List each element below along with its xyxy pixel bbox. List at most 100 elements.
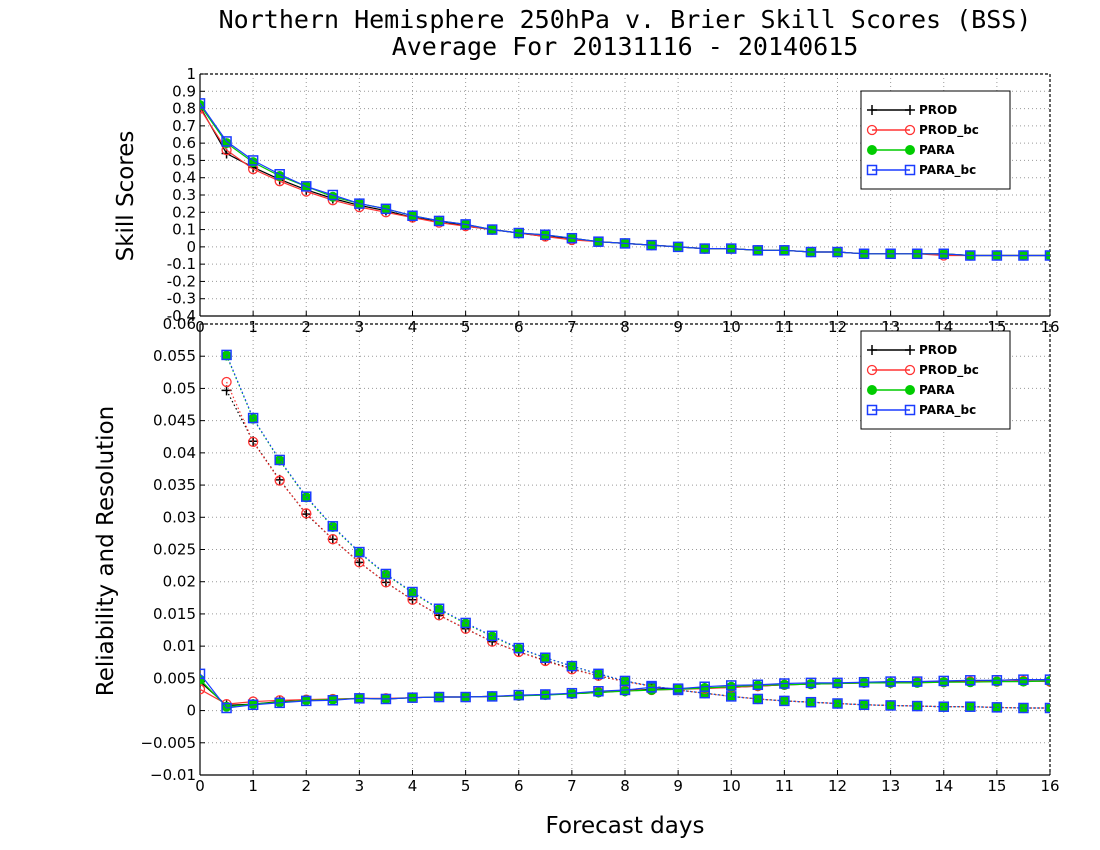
x-tick-label: 4: [408, 777, 418, 795]
y-tick-label: 0.03: [163, 508, 196, 526]
series-para-bc: [200, 98, 1050, 261]
plot-area: [200, 98, 1050, 261]
x-tick-label: 14: [934, 777, 953, 795]
y-tick-label: 0.035: [153, 476, 196, 494]
data-point-22: [779, 678, 790, 689]
y-tick-label: -0.1: [167, 255, 196, 273]
x-tick-label: 11: [775, 777, 794, 795]
series-line: [226, 381, 1050, 709]
series-prod-resolution: [221, 385, 1050, 713]
x-tick-label: 13: [881, 777, 900, 795]
data-point-18: [672, 241, 684, 253]
y-tick-label: 0.055: [153, 347, 196, 365]
data-point-25: [858, 676, 870, 688]
data-point-6: [354, 557, 365, 568]
data-point-32: [1044, 250, 1050, 261]
x-tick-label: 5: [461, 777, 471, 795]
data-point-12: [513, 227, 524, 239]
series-line: [200, 673, 1050, 709]
skill-scores-y-axis-label: Skill Scores: [113, 131, 139, 262]
data-point-15: [593, 236, 604, 247]
data-point-27: [911, 700, 923, 712]
x-axis-label: Forecast days: [546, 813, 705, 839]
data-point-31: [1018, 250, 1029, 261]
y-tick-label: 0: [186, 702, 196, 720]
data-point-21: [752, 245, 764, 256]
data-point-9: [433, 215, 445, 227]
y-tick-label: 1: [186, 65, 196, 83]
data-point-11: [486, 630, 498, 642]
series-line: [200, 103, 1050, 257]
x-tick-label: 10: [722, 318, 741, 336]
data-point-15: [593, 685, 604, 697]
skill-scores-panel: 012345678910111213141516-0.4-0.3-0.2-0.1…: [167, 65, 1060, 336]
legend: PROD PROD_bc PARA PARA_bc: [860, 90, 1011, 190]
plot-area: [200, 349, 1050, 714]
data-point-5: [327, 521, 339, 532]
y-tick-label: -0.2: [167, 272, 196, 290]
data-point-11: [486, 691, 498, 702]
data-point-30: [991, 702, 1003, 713]
data-point-14: [566, 661, 577, 672]
data-point-10: [460, 691, 471, 703]
y-tick-label: -0.4: [167, 307, 196, 325]
data-point-12: [513, 642, 524, 654]
data-point-2: [247, 436, 259, 448]
data-point-12: [513, 689, 524, 701]
y-tick-label: 0.025: [153, 541, 196, 559]
data-point-25: [858, 248, 870, 260]
legend-item-para: PARA: [867, 383, 955, 397]
y-tick-label: −0.005: [140, 734, 196, 752]
data-point-30: [991, 675, 1003, 686]
data-point-a: [867, 105, 877, 115]
y-tick-label: 0.01: [163, 637, 196, 655]
y-tick-label: 0.05: [163, 379, 196, 397]
x-tick-label: 1: [248, 777, 258, 795]
legend-box: [860, 90, 1011, 190]
legend-label: PARA: [919, 143, 955, 157]
legend-item-prod-bc: PROD_bc: [866, 363, 979, 378]
data-point-31: [1018, 674, 1029, 685]
x-tick-label: 12: [828, 318, 847, 336]
data-point-6: [354, 198, 365, 209]
data-point-1: [221, 136, 232, 147]
data-point-3: [274, 475, 285, 486]
data-point-26: [885, 248, 896, 260]
data-point-7: [380, 693, 392, 705]
data-point-0: [200, 668, 206, 680]
legend-label: PARA_bc: [919, 403, 976, 418]
x-tick-label: 8: [620, 318, 630, 336]
data-point-3: [274, 454, 285, 466]
data-point-25: [858, 699, 870, 711]
data-point-28: [938, 701, 949, 712]
data-point-17: [646, 682, 657, 693]
x-tick-label: 3: [355, 318, 365, 336]
y-tick-label: −0.01: [150, 766, 196, 784]
x-tick-label: 7: [567, 318, 577, 336]
y-tick-label: 0.02: [163, 573, 196, 591]
data-point-13: [540, 652, 551, 663]
data-point-9: [433, 603, 445, 615]
data-point-23: [805, 246, 817, 258]
data-point-28: [938, 675, 949, 687]
data-point-8: [407, 692, 418, 703]
data-point-17: [646, 239, 657, 251]
data-point-22: [779, 695, 790, 707]
data-point-1: [221, 349, 232, 361]
data-point-2: [247, 699, 259, 711]
data-point-13: [540, 689, 551, 700]
data-point-13: [540, 229, 551, 241]
data-point-4: [301, 491, 312, 502]
data-point-23: [805, 696, 817, 708]
data-point-27: [911, 248, 923, 260]
data-point-14: [566, 232, 578, 244]
x-tick-label: 4: [408, 318, 418, 336]
y-tick-label: 0.1: [172, 221, 196, 239]
data-point-b: [905, 385, 915, 395]
legend-label: PARA: [919, 383, 955, 397]
legend-label: PROD: [919, 343, 957, 357]
y-tick-label: 0: [186, 238, 196, 256]
data-point-10: [460, 219, 471, 230]
data-point-15: [593, 668, 604, 680]
